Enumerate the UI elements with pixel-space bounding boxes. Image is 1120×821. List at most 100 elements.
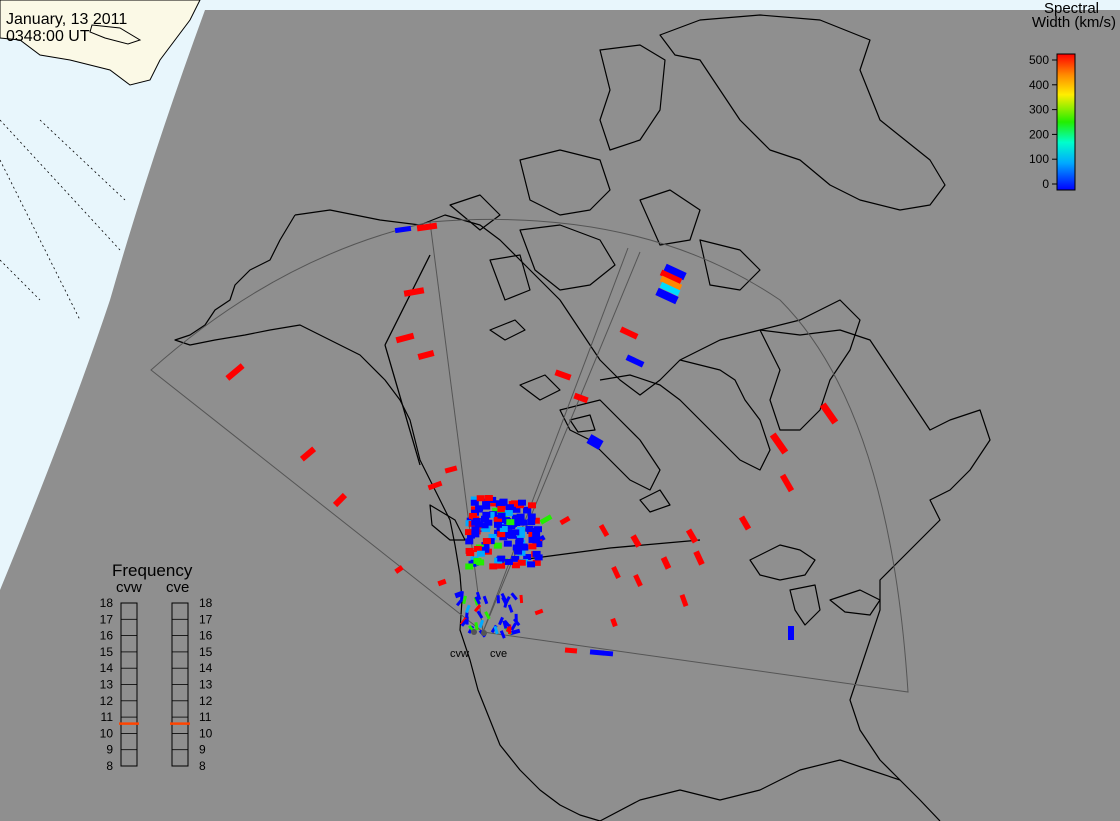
radar-cell bbox=[507, 532, 516, 539]
radar-cell bbox=[515, 517, 524, 524]
radar-cell bbox=[501, 517, 510, 524]
radar-cell bbox=[507, 604, 514, 613]
radar-cell bbox=[416, 222, 438, 232]
radar-cell bbox=[532, 550, 541, 557]
radar-cell bbox=[659, 275, 683, 291]
frequency-tick-right: 18 bbox=[199, 596, 213, 610]
radar-cell bbox=[481, 542, 490, 549]
radar-cell bbox=[589, 649, 605, 656]
radar-cell bbox=[532, 559, 541, 566]
time-label: 0348:00 UT bbox=[6, 28, 90, 45]
radar-cell bbox=[495, 500, 504, 507]
radar-cell bbox=[497, 562, 506, 569]
radar-cell bbox=[465, 563, 474, 570]
radar-cell bbox=[505, 504, 514, 511]
radar-cell bbox=[511, 555, 520, 562]
radar-cell bbox=[610, 617, 618, 628]
radar-cell bbox=[460, 591, 464, 600]
radar-cell bbox=[499, 630, 506, 639]
radar-cell bbox=[519, 543, 528, 550]
radar-cell bbox=[471, 526, 480, 533]
radar-cell bbox=[586, 434, 604, 450]
frequency-tick-left: 12 bbox=[100, 694, 114, 708]
radar-cell bbox=[464, 604, 471, 614]
radar-cell bbox=[490, 500, 499, 507]
radar-cell bbox=[679, 594, 689, 607]
radar-cell bbox=[534, 608, 544, 616]
radar-cell bbox=[482, 498, 491, 505]
frequency-tick-left: 18 bbox=[100, 596, 114, 610]
radar-cell bbox=[528, 543, 537, 550]
radar-cell bbox=[738, 515, 752, 531]
radar-cell bbox=[474, 622, 479, 631]
radar-cell bbox=[493, 521, 502, 528]
radar-cell bbox=[482, 503, 491, 510]
radar-cell bbox=[511, 562, 520, 569]
radar-cell bbox=[465, 529, 474, 536]
radar-cell bbox=[482, 511, 491, 518]
radar-cell bbox=[515, 539, 524, 546]
radar-cell bbox=[455, 598, 464, 607]
radar-cell bbox=[611, 566, 621, 579]
radar-cell bbox=[528, 502, 537, 509]
radar-cell bbox=[496, 595, 500, 604]
radar-cell bbox=[484, 495, 493, 502]
radar-cell bbox=[512, 544, 521, 551]
radar-cell bbox=[663, 263, 687, 281]
radar-cell bbox=[517, 499, 526, 506]
radar-cell bbox=[493, 516, 502, 523]
radar-cell bbox=[660, 556, 672, 570]
radar-cell bbox=[470, 499, 479, 506]
radar-cell bbox=[502, 531, 511, 538]
radar-cell bbox=[508, 501, 517, 508]
radar-cell bbox=[332, 492, 348, 508]
radar-cell bbox=[466, 550, 475, 557]
radar-cell bbox=[498, 616, 504, 626]
colorbar-title-line1: Spectral bbox=[1044, 0, 1099, 17]
frequency-tick-right: 12 bbox=[199, 694, 213, 708]
radar-cell bbox=[395, 332, 415, 344]
radar-cell bbox=[476, 559, 485, 566]
radar-cell bbox=[779, 473, 795, 493]
sunlit-land-cuba bbox=[89, 24, 142, 45]
colorbar-tick-label: 500 bbox=[1029, 53, 1049, 67]
radar-cell bbox=[497, 531, 506, 538]
frequency-radar-cve: cve bbox=[166, 579, 189, 596]
colorbar-tick-label: 400 bbox=[1029, 78, 1049, 92]
frequency-title: Frequency bbox=[112, 561, 193, 580]
radar-cell bbox=[532, 531, 541, 538]
frequency-tick-left: 11 bbox=[101, 710, 114, 724]
radar-cell bbox=[470, 496, 479, 503]
radar-cell bbox=[788, 626, 794, 640]
radar-cell bbox=[484, 611, 491, 620]
radar-cell bbox=[502, 620, 508, 629]
frequency-tick-left: 17 bbox=[100, 612, 114, 626]
radar-cell bbox=[471, 509, 480, 516]
date-label: January, 13 2011 bbox=[6, 11, 127, 28]
radar-cell bbox=[481, 516, 490, 523]
frequency-tick-left: 16 bbox=[100, 629, 114, 643]
radar-cell bbox=[769, 432, 789, 455]
radar-cell bbox=[484, 519, 493, 526]
radar-cell bbox=[531, 517, 540, 524]
colorbar-gradient bbox=[1056, 53, 1076, 191]
radar-cell bbox=[625, 354, 645, 368]
radar-cell bbox=[659, 269, 683, 285]
radar-cell bbox=[225, 363, 245, 381]
radar-cell bbox=[460, 618, 469, 627]
radar-cell bbox=[489, 563, 498, 570]
radar-cell bbox=[619, 326, 639, 340]
radar-cell bbox=[512, 506, 521, 513]
radar-cell bbox=[499, 526, 508, 533]
radar-cell bbox=[534, 554, 543, 561]
radar-cell bbox=[481, 546, 490, 553]
radar-cell bbox=[497, 555, 506, 562]
radar-site-cve bbox=[481, 630, 487, 636]
radar-cell bbox=[564, 647, 578, 654]
radar-cell bbox=[504, 596, 511, 605]
radar-cell bbox=[465, 538, 474, 545]
radar-cell bbox=[514, 548, 523, 555]
radar-cell bbox=[470, 506, 479, 513]
sunlit-land bbox=[0, 0, 201, 86]
frequency-tick-left: 8 bbox=[106, 759, 113, 773]
